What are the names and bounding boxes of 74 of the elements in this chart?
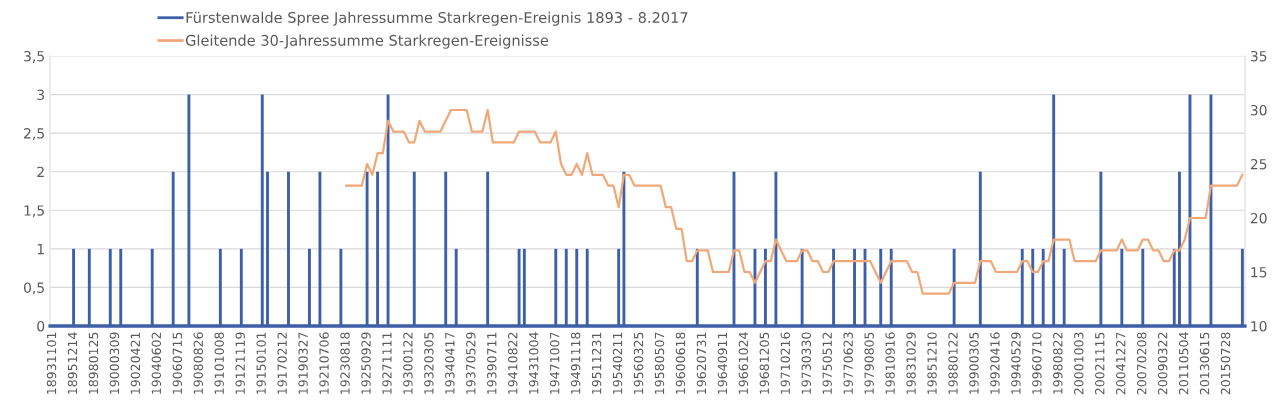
x-tick-label: 19540211 — [612, 332, 623, 394]
x-tick-label: 19940529 — [1011, 332, 1021, 394]
y-tick-label: 3,5 — [24, 50, 44, 63]
x-tick-label: 19080826 — [193, 332, 203, 394]
x-tick-label: 20001003 — [1074, 332, 1084, 395]
y-tick-label: 0,5 — [23, 282, 44, 295]
x-tick-label: 19300122 — [403, 332, 413, 394]
y-tick-label: 1 — [37, 244, 44, 255]
x-tick-label: 20090322 — [1157, 332, 1168, 395]
y2-tick-label: 15 — [1251, 267, 1267, 278]
y-tick-label: 2,5 — [24, 128, 44, 141]
x-tick-label: 19040602 — [151, 332, 162, 394]
x-tick-label: 19410822 — [508, 332, 518, 394]
x-tick-label: 19121119 — [235, 332, 245, 394]
x-tick-label: 19150101 — [256, 332, 266, 394]
y-tick-label: 1,5 — [24, 205, 44, 218]
x-tick-label: 19390711 — [487, 332, 497, 394]
x-tick-label: 19491118 — [570, 332, 581, 394]
x-tick-label: 19710216 — [780, 332, 791, 394]
y-tick-label: 2 — [37, 166, 44, 177]
x-tick-label: 20070208 — [1136, 332, 1147, 395]
x-tick-label: 19681205 — [759, 332, 770, 394]
y2-tick-label: 35 — [1250, 50, 1267, 62]
y2-tick-label: 30 — [1250, 104, 1267, 116]
x-tick-label: 20150728 — [1220, 332, 1231, 395]
x-tick-label: 19560325 — [633, 332, 644, 394]
legend-label: Gleitende 30-Jahressumme Starkregen-Ereignisse — [185, 34, 549, 49]
x-tick-label: 19880122 — [948, 332, 958, 394]
x-tick-label: 19060715 — [172, 332, 183, 394]
x-tick-label: 19101008 — [214, 332, 224, 394]
x-tick-label: 19851210 — [927, 332, 937, 394]
x-tick-label: 19640911 — [717, 332, 728, 394]
x-tick-label: 19190327 — [298, 332, 308, 394]
y2-tick-label: 20 — [1250, 212, 1267, 224]
x-tick-label: 19020421 — [130, 332, 141, 394]
x-tick-label: 19960710 — [1032, 332, 1042, 394]
x-tick-label: 19750512 — [822, 332, 832, 394]
legend-label: Fürstenwalde Spree Jahressumme Starkregen-Ereignis 1893 - 8.2017 — [186, 11, 688, 26]
x-tick-label: 19471007 — [549, 332, 560, 394]
x-tick-label: 19620731 — [696, 332, 707, 394]
x-tick-label: 19511231 — [591, 332, 602, 394]
x-tick-label: 19900305 — [969, 332, 979, 394]
x-tick-label: 19210706 — [319, 332, 329, 394]
x-tick-label: 20021115 — [1095, 332, 1105, 395]
x-tick-label: 19000309 — [109, 332, 120, 394]
x-tick-label: 19831029 — [906, 332, 916, 394]
y-tick-label: 0 — [37, 320, 45, 332]
y2-tick-label: 25 — [1250, 158, 1267, 170]
x-tick-label: 19320305 — [424, 332, 434, 394]
x-tick-label: 19250929 — [361, 332, 371, 394]
x-tick-label: 18980125 — [88, 332, 99, 394]
x-tick-label: 19431004 — [528, 332, 539, 394]
line-series — [345, 108, 1244, 295]
x-tick-label: 19580507 — [654, 332, 665, 394]
x-tick-label: 20110504 — [1178, 332, 1189, 395]
x-tick-label: 19170212 — [277, 332, 287, 394]
x-tick-label: 19730330 — [801, 332, 811, 394]
x-tick-label: 19920416 — [990, 332, 1000, 394]
x-tick-label: 19770623 — [843, 332, 853, 394]
x-tick-label: 20041227 — [1116, 332, 1126, 395]
x-tick-label: 19230818 — [340, 332, 350, 394]
x-tick-label: 19271111 — [382, 332, 392, 394]
x-tick-label: 19370529 — [466, 332, 476, 394]
x-tick-label: 19661024 — [738, 332, 749, 394]
y-tick-label: 3 — [37, 89, 45, 101]
y2-tick-label: 10 — [1251, 320, 1267, 332]
x-tick-label: 19340417 — [445, 332, 455, 394]
x-tick-label: 19790805 — [864, 332, 874, 394]
x-tick-label: 19980822 — [1053, 332, 1063, 394]
x-tick-label: 20130615 — [1199, 332, 1210, 395]
x-tick-label: 19810916 — [885, 332, 895, 394]
x-tick-label: 18931101 — [46, 332, 57, 394]
x-tick-label: 18951214 — [67, 332, 78, 394]
x-tick-label: 19600618 — [675, 332, 686, 394]
